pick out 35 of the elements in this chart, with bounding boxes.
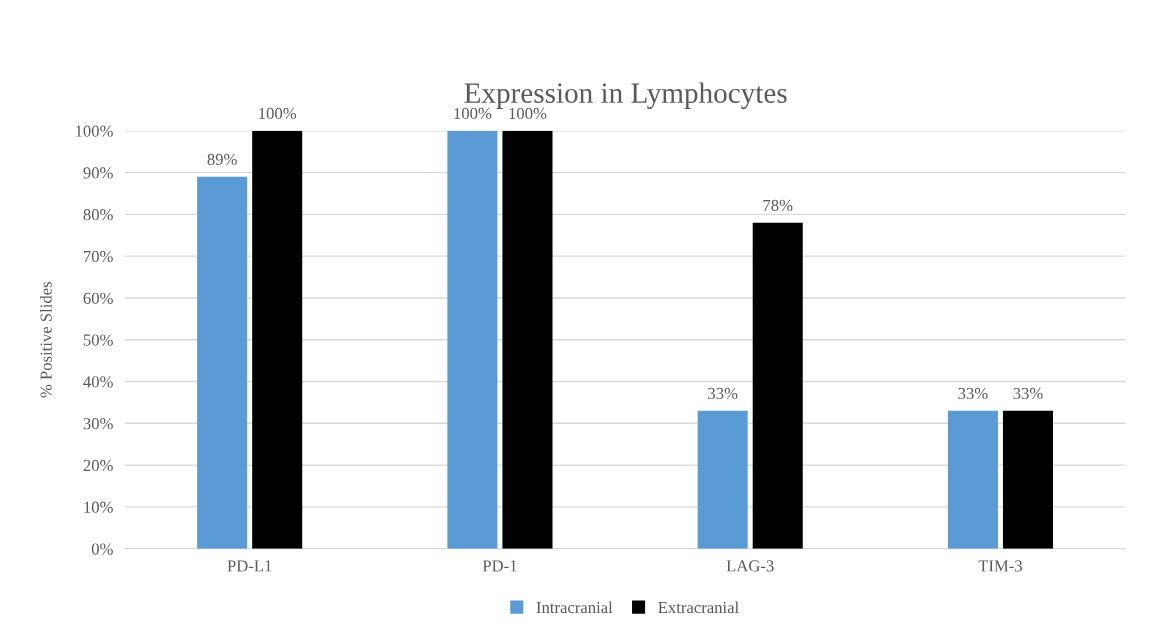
data-label: 33% bbox=[708, 387, 738, 400]
data-label: 100% bbox=[509, 107, 547, 120]
y-tick-label: 80% bbox=[83, 209, 113, 221]
bar bbox=[947, 410, 998, 549]
y-tick-label: 0% bbox=[91, 543, 113, 555]
bar bbox=[502, 130, 553, 549]
legend-label: Extracranial bbox=[658, 601, 739, 614]
data-label: 89% bbox=[207, 153, 237, 166]
y-axis-title: % Positive Slides bbox=[40, 282, 52, 398]
y-tick-label: 90% bbox=[83, 167, 113, 179]
legend-label: Intracranial bbox=[536, 601, 613, 614]
data-label: 33% bbox=[1013, 387, 1043, 400]
bar bbox=[447, 130, 498, 549]
y-tick-label: 50% bbox=[83, 334, 113, 346]
y-tick-label: 40% bbox=[83, 376, 113, 388]
data-label: 100% bbox=[259, 107, 297, 120]
data-label: 78% bbox=[763, 199, 793, 212]
chart-title: Expression in Lymphocytes bbox=[464, 82, 787, 109]
bar bbox=[697, 410, 748, 549]
y-tick-label: 10% bbox=[84, 501, 113, 513]
bar bbox=[197, 176, 248, 549]
y-tick-label: 70% bbox=[83, 250, 113, 263]
y-tick-label: 60% bbox=[83, 292, 113, 304]
data-label: 100% bbox=[454, 107, 492, 120]
data-label: 33% bbox=[958, 387, 988, 400]
bar bbox=[752, 222, 803, 549]
y-tick-label: 30% bbox=[83, 418, 113, 430]
y-tick-label: 100% bbox=[76, 125, 113, 137]
bar bbox=[252, 130, 303, 549]
y-tick-label: 20% bbox=[83, 459, 113, 472]
x-tick-label: LAG-3 bbox=[726, 560, 774, 572]
x-tick-label: PD-1 bbox=[482, 560, 517, 572]
x-tick-label: PD-L1 bbox=[227, 560, 272, 572]
bar bbox=[1002, 410, 1054, 549]
x-tick-label: TIM-3 bbox=[978, 560, 1023, 572]
